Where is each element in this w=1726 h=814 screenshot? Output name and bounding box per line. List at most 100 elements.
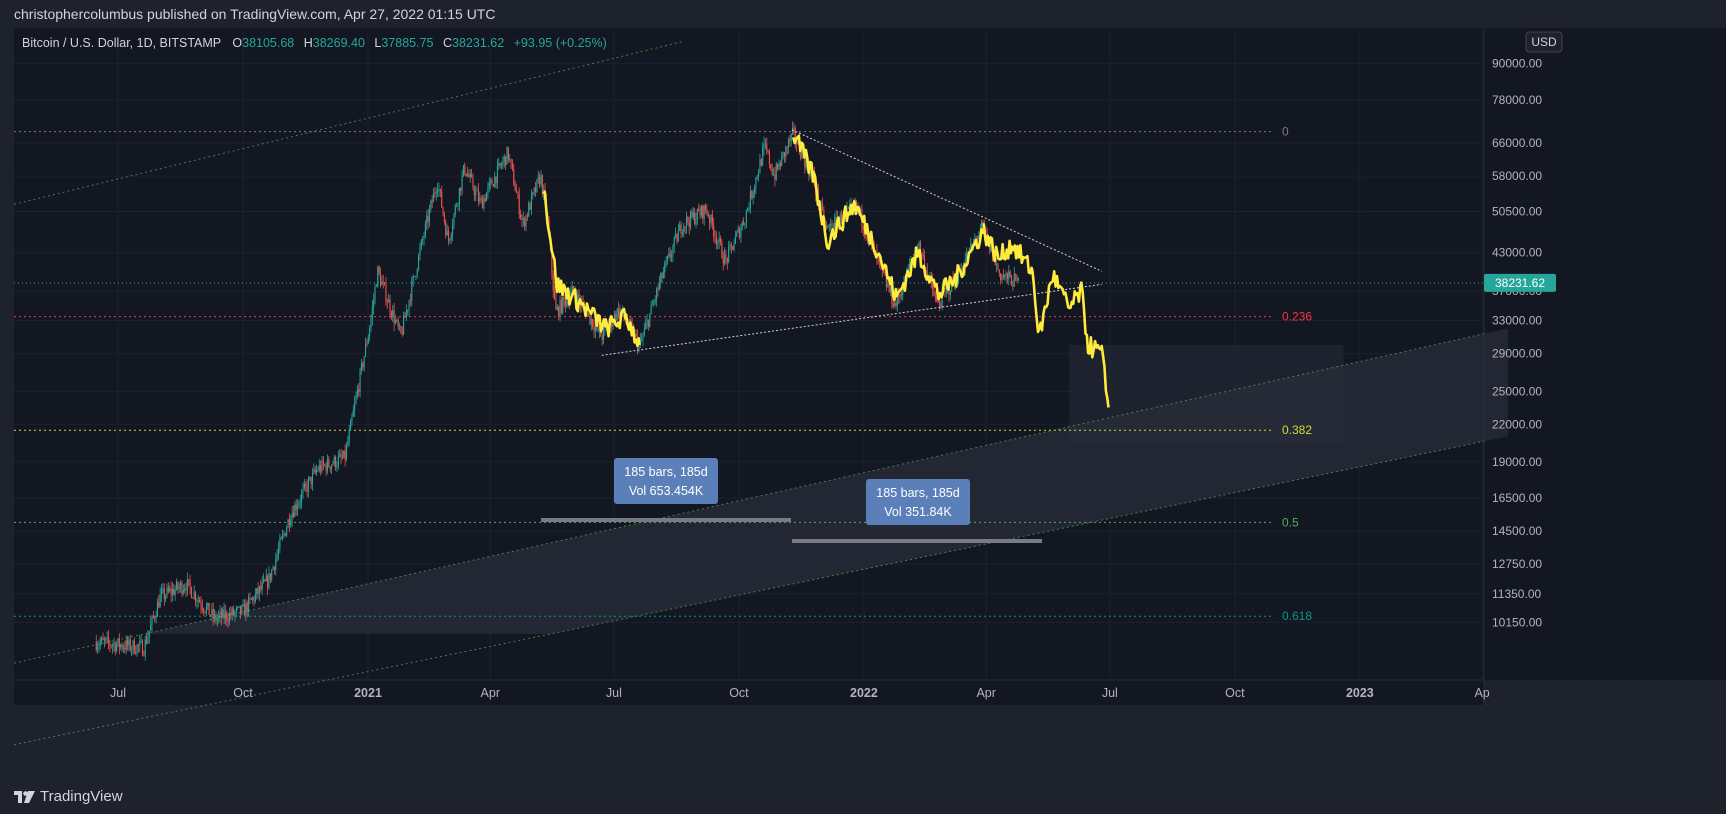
candle-body (820, 203, 822, 208)
candle-body (677, 230, 679, 242)
candle-body (797, 139, 799, 145)
candle-body (480, 198, 482, 200)
candle-body (137, 644, 139, 646)
candle-body (940, 305, 942, 307)
price-axis-background (1484, 28, 1726, 680)
chart-area[interactable]: 0 0.236 0.382 0.5 0.618 185 bars, 185d Vol 65… (13, 28, 1726, 779)
candle-body (536, 179, 538, 192)
price-axis[interactable]: 90000.00 78000.00 66000.00 58000.00 50500.00… (1484, 57, 1556, 630)
candle-body (675, 233, 677, 238)
candle-body (422, 239, 424, 241)
candle-body (741, 222, 743, 229)
candle-body (552, 273, 554, 292)
candle-body (242, 604, 244, 606)
measure-volume-label: Vol 351.84K (884, 505, 952, 519)
candle-body (658, 282, 660, 290)
candle-body (427, 216, 429, 222)
candle-body (805, 158, 807, 168)
candle-body (679, 224, 681, 231)
candle-body (377, 266, 379, 287)
candle-body (205, 606, 207, 613)
candle-body (101, 637, 103, 642)
price-tick-label: 14500.00 (1492, 524, 1542, 538)
candle-body (197, 600, 199, 602)
tradingview-logo[interactable]: TradingView (14, 788, 123, 805)
candle-body (228, 612, 231, 622)
candle-body (792, 127, 794, 134)
candle-body (98, 645, 100, 647)
candle-body (1015, 274, 1017, 276)
candle-body (116, 644, 118, 652)
candle-body (737, 228, 739, 232)
candle-body (258, 586, 261, 595)
measure-tools[interactable]: 185 bars, 185d Vol 653.454K 185 bars, 185d… (541, 458, 1042, 543)
candle-body (654, 299, 656, 301)
candle-body (921, 254, 923, 256)
time-axis[interactable]: Jul Oct 2021 Apr Jul Oct 2022 Apr Jul Oct 2023 Ap (110, 686, 1490, 700)
candle-body (447, 230, 450, 241)
candle-body (616, 308, 618, 321)
candle-body (276, 554, 278, 560)
candle-body (245, 603, 247, 616)
candle-body (759, 159, 761, 174)
projection-path (982, 223, 1110, 408)
candle-body (613, 314, 615, 323)
candle-body (740, 228, 742, 238)
candle-body (673, 237, 675, 247)
candle-body (491, 180, 493, 185)
candle-body (95, 642, 97, 650)
candle-body (936, 297, 938, 301)
candle-body (734, 236, 737, 244)
candle-body (782, 152, 784, 155)
candle-body (804, 156, 806, 168)
candle-body (668, 253, 670, 257)
candle-body (475, 190, 477, 196)
time-tick-label: 2021 (354, 686, 382, 700)
candle-body (766, 143, 768, 151)
candle-body (885, 275, 887, 287)
candle-body (261, 582, 263, 590)
candle-body (109, 642, 111, 646)
candle-body (957, 268, 960, 284)
candle-body (650, 304, 652, 314)
currency-button[interactable]: USD (1525, 31, 1563, 53)
candle-body (534, 187, 537, 192)
candle-body (794, 128, 796, 142)
price-tick-label: 33000.00 (1492, 314, 1542, 328)
candle-body (190, 587, 193, 598)
candle-body (449, 239, 451, 241)
candle-body (492, 184, 494, 187)
candle-body (800, 151, 802, 159)
candle-body (322, 460, 324, 465)
fib-level-label: 0.236 (1282, 310, 1312, 324)
candle-body (452, 225, 454, 235)
candle-body (99, 641, 101, 646)
candle-body (110, 645, 112, 647)
candle-body (860, 209, 862, 213)
tradingview-logo-icon (14, 790, 35, 803)
candle-body (524, 218, 526, 227)
candle-body (209, 615, 212, 616)
candle-body (265, 575, 267, 582)
candle-body (695, 219, 697, 224)
candle-body (718, 237, 720, 243)
candle-body (662, 272, 664, 279)
candle-body (1001, 275, 1003, 281)
candle-body (696, 208, 698, 220)
candle-body (471, 174, 473, 177)
price-tick-label: 25000.00 (1492, 385, 1542, 399)
time-tick-label: Oct (233, 686, 253, 700)
candle-body (318, 464, 320, 471)
candle-body (118, 638, 120, 648)
legend-line: Bitcoin / U.S. Dollar, 1D, BITSTAMP O381… (22, 36, 607, 50)
price-chart[interactable]: 0 0.236 0.382 0.5 0.618 185 bars, 185d Vol 65… (13, 28, 1726, 779)
candle-body (642, 335, 644, 340)
candle-body (722, 258, 724, 264)
candle-body (721, 242, 723, 259)
candle-body (437, 189, 439, 192)
candle-body (509, 158, 511, 160)
candle-body (175, 581, 178, 590)
candle-body (132, 640, 134, 649)
candle-body (778, 163, 780, 169)
candle-body (249, 597, 251, 599)
